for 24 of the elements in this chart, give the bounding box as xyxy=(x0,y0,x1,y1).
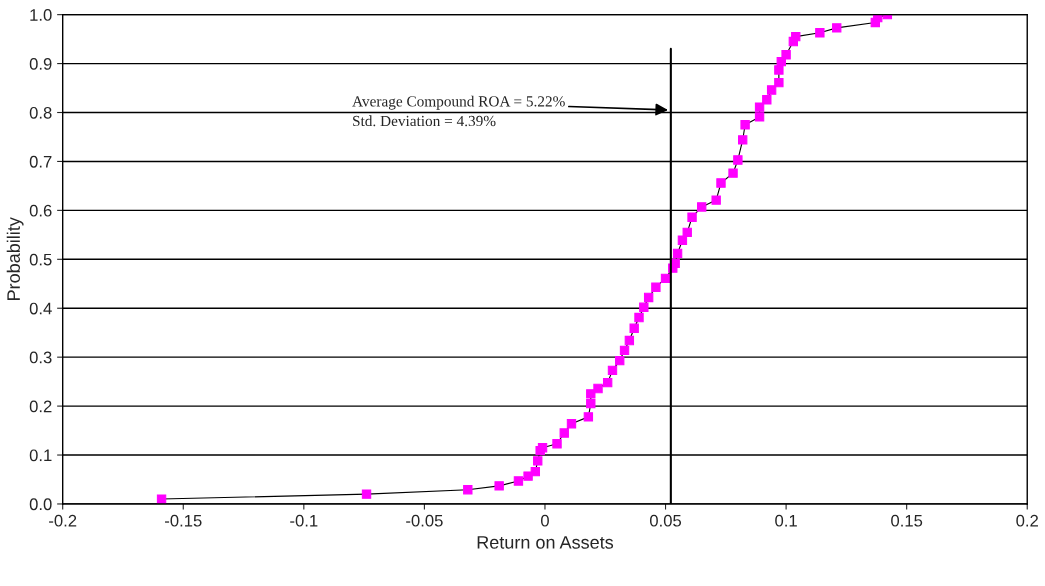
y-tick-label: 0.5 xyxy=(29,253,52,266)
x-tick-label: -0.2 xyxy=(49,514,77,527)
y-tick-label: 1.0 xyxy=(30,9,52,21)
x-tick-label: 0.05 xyxy=(649,514,682,527)
x-tick-label: 0.2 xyxy=(1016,514,1038,527)
x-tick-label: 0.15 xyxy=(891,514,923,527)
y-axis-title: Probability xyxy=(6,217,24,300)
x-tick-label: 0 xyxy=(540,514,549,527)
y-tick-label: 0.8 xyxy=(29,106,52,119)
y-tick-label: 0.6 xyxy=(29,204,52,217)
x-tick-label: -0.15 xyxy=(165,514,202,527)
annotation: Average Compound ROA = 5.22% xyxy=(352,95,565,110)
y-tick-label: 0.2 xyxy=(29,400,52,413)
y-tick-label: 0.0 xyxy=(29,498,52,511)
x-tick-label: 0.1 xyxy=(775,514,797,527)
y-tick-label: 0.9 xyxy=(29,57,52,70)
x-axis-title: Return on Assets xyxy=(477,536,614,549)
annotation: Std. Deviation = 4.39% xyxy=(353,115,496,127)
y-tick-label: 0.1 xyxy=(29,449,52,462)
y-tick-label: 0.7 xyxy=(29,155,52,168)
x-tick-label: -0.05 xyxy=(406,514,443,527)
y-tick-label: 0.4 xyxy=(29,302,52,315)
x-tick-label: -0.1 xyxy=(290,514,318,527)
y-tick-label: 0.3 xyxy=(29,351,52,364)
